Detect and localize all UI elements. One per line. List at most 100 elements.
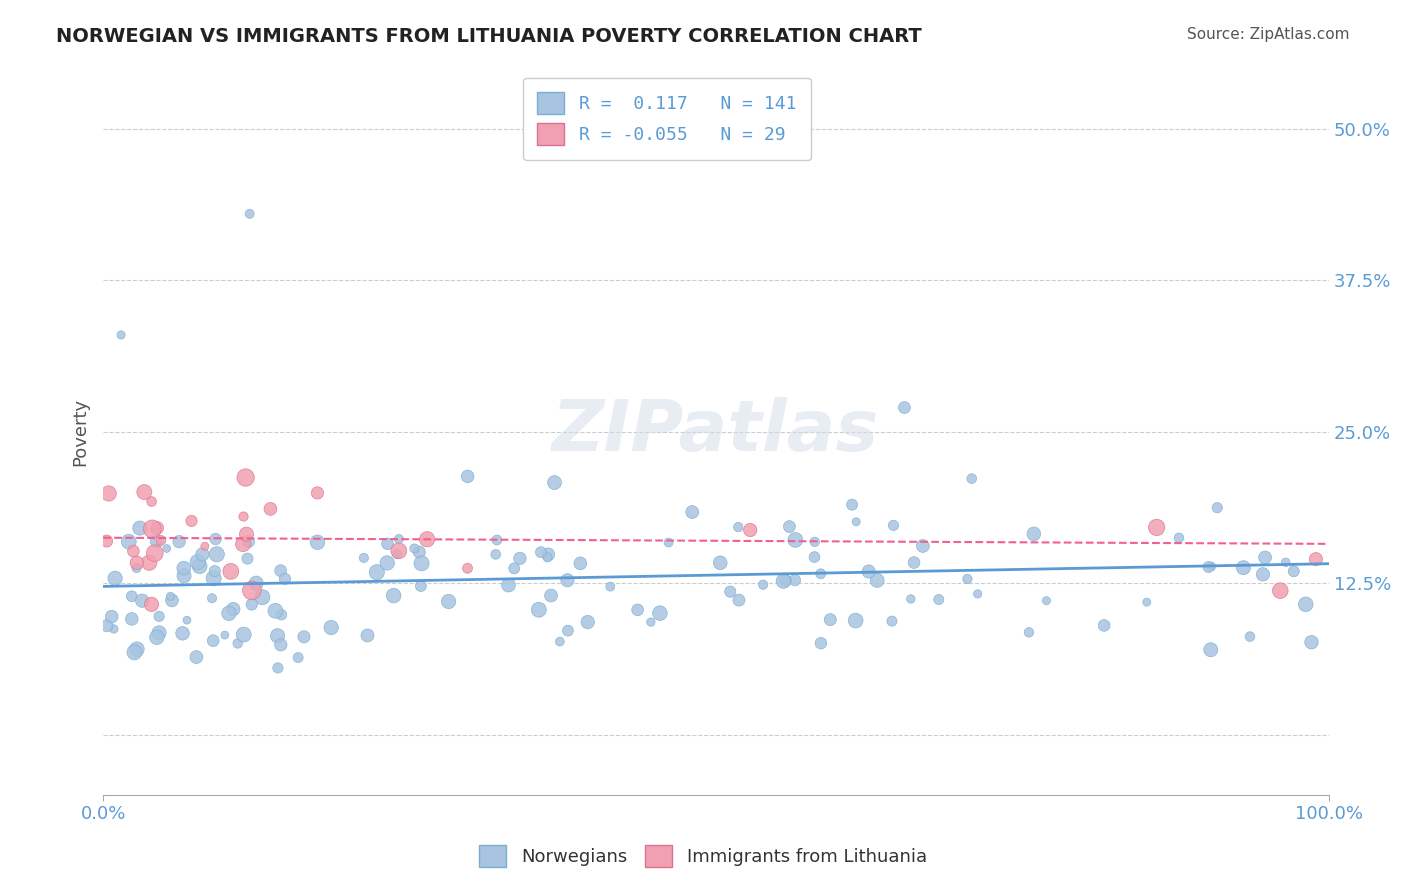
Norwegians xyxy=(202,633,225,648)
Norwegians xyxy=(599,580,621,594)
Norwegians xyxy=(880,614,903,628)
Norwegians xyxy=(264,604,287,618)
Norwegians xyxy=(503,561,526,575)
Norwegians xyxy=(387,547,409,561)
Immigrants from Lithuania xyxy=(240,583,263,598)
Norwegians xyxy=(404,541,426,556)
Norwegians xyxy=(409,579,432,593)
Norwegians xyxy=(1199,642,1222,657)
Norwegians xyxy=(292,630,315,644)
Norwegians xyxy=(845,515,868,529)
Norwegians xyxy=(775,574,797,588)
Y-axis label: Poverty: Poverty xyxy=(72,398,89,466)
Norwegians xyxy=(485,548,508,562)
Norwegians xyxy=(205,547,228,561)
Immigrants from Lithuania xyxy=(740,523,762,537)
Norwegians xyxy=(145,534,167,549)
Immigrants from Lithuania xyxy=(232,537,254,551)
Immigrants from Lithuania xyxy=(232,509,254,524)
Norwegians xyxy=(1092,618,1115,632)
Norwegians xyxy=(131,593,153,607)
Norwegians xyxy=(1301,635,1323,649)
Norwegians xyxy=(903,556,925,570)
Norwegians xyxy=(218,607,240,621)
Norwegians xyxy=(540,589,562,603)
Norwegians xyxy=(201,591,224,606)
Norwegians xyxy=(1282,564,1305,578)
Norwegians xyxy=(202,571,225,585)
Norwegians xyxy=(485,533,508,547)
Immigrants from Lithuania xyxy=(96,534,118,549)
Norwegians xyxy=(125,642,148,657)
Norwegians xyxy=(548,634,571,648)
Norwegians xyxy=(238,534,260,549)
Norwegians xyxy=(146,630,169,644)
Norwegians xyxy=(718,584,741,599)
Norwegians xyxy=(900,591,922,606)
Text: ZIPatlas: ZIPatlas xyxy=(553,397,880,467)
Norwegians xyxy=(966,587,988,601)
Norwegians xyxy=(172,626,194,640)
Norwegians xyxy=(1018,625,1040,640)
Norwegians xyxy=(820,613,842,627)
Norwegians xyxy=(709,556,731,570)
Norwegians xyxy=(287,650,309,665)
Norwegians xyxy=(121,589,143,603)
Norwegians xyxy=(267,661,290,675)
Norwegians xyxy=(187,555,209,569)
Norwegians xyxy=(270,564,292,578)
Norwegians xyxy=(204,564,226,578)
Immigrants from Lithuania xyxy=(1305,552,1327,566)
Norwegians xyxy=(536,550,558,565)
Norwegians xyxy=(270,607,292,622)
Norwegians xyxy=(627,603,650,617)
Norwegians xyxy=(928,592,950,607)
Norwegians xyxy=(239,207,262,221)
Norwegians xyxy=(882,518,904,533)
Immigrants from Lithuania xyxy=(388,544,411,558)
Norwegians xyxy=(356,628,378,642)
Norwegians xyxy=(728,593,751,607)
Norwegians xyxy=(681,505,703,519)
Norwegians xyxy=(188,559,211,574)
Text: NORWEGIAN VS IMMIGRANTS FROM LITHUANIA POVERTY CORRELATION CHART: NORWEGIAN VS IMMIGRANTS FROM LITHUANIA P… xyxy=(56,27,922,45)
Norwegians xyxy=(148,625,170,640)
Norwegians xyxy=(1035,593,1057,607)
Legend: Norwegians, Immigrants from Lithuania: Norwegians, Immigrants from Lithuania xyxy=(472,838,934,874)
Norwegians xyxy=(772,574,794,588)
Norwegians xyxy=(803,534,825,549)
Norwegians xyxy=(858,565,880,579)
Norwegians xyxy=(778,519,800,533)
Immigrants from Lithuania xyxy=(1270,583,1292,598)
Immigrants from Lithuania xyxy=(149,533,172,548)
Norwegians xyxy=(103,622,125,636)
Norwegians xyxy=(1136,595,1159,609)
Norwegians xyxy=(530,545,553,559)
Norwegians xyxy=(810,636,832,650)
Norwegians xyxy=(173,561,195,575)
Norwegians xyxy=(159,590,181,604)
Norwegians xyxy=(118,534,141,549)
Norwegians xyxy=(527,603,550,617)
Immigrants from Lithuania xyxy=(1146,520,1168,534)
Norwegians xyxy=(270,638,292,652)
Norwegians xyxy=(96,618,118,632)
Norwegians xyxy=(752,578,775,592)
Norwegians xyxy=(783,574,806,588)
Norwegians xyxy=(156,541,179,556)
Norwegians xyxy=(167,534,190,549)
Immigrants from Lithuania xyxy=(141,494,163,508)
Norwegians xyxy=(569,557,592,571)
Norwegians xyxy=(176,613,198,627)
Norwegians xyxy=(125,561,148,575)
Norwegians xyxy=(214,628,236,642)
Immigrants from Lithuania xyxy=(235,470,257,484)
Norwegians xyxy=(245,576,267,591)
Norwegians xyxy=(222,602,245,616)
Norwegians xyxy=(128,521,150,535)
Norwegians xyxy=(785,533,807,547)
Norwegians xyxy=(576,615,599,629)
Norwegians xyxy=(274,572,297,586)
Norwegians xyxy=(543,475,565,490)
Norwegians xyxy=(1168,531,1191,545)
